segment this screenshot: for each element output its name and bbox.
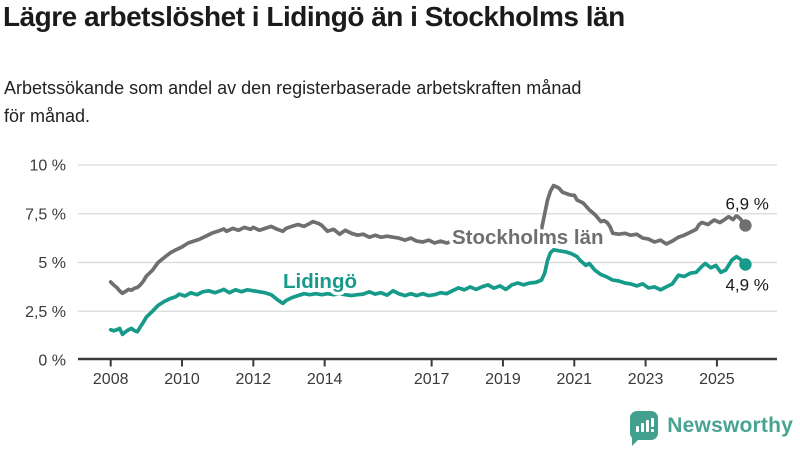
x-tick-label: 2010 xyxy=(164,371,200,388)
series-line-lidingo xyxy=(108,247,748,337)
y-tick-label: 7,5 % xyxy=(25,206,66,223)
x-tick-label: 2017 xyxy=(414,371,450,388)
subtitle-line-2: för månad. xyxy=(4,106,91,126)
end-dot-lidingo xyxy=(739,258,752,271)
x-tick-label: 2012 xyxy=(236,371,272,388)
y-tick-label: 10 % xyxy=(30,158,66,175)
x-axis: 2008 2010 2012 2014 2017 2019 2021 2023 2025 xyxy=(78,357,777,388)
x-tick-label: 2023 xyxy=(628,371,664,388)
y-tick-label: 0 % xyxy=(38,353,66,370)
series-label-lidingo: Lidingö xyxy=(283,270,357,293)
y-tick-label: 5 % xyxy=(38,255,66,272)
newsworthy-logo: Newsworthy xyxy=(630,411,793,446)
end-value-label-lidingo: 4,9 % xyxy=(725,275,768,294)
series-label-stockholms-lan: Stockholms län xyxy=(452,226,604,249)
x-tick-label: 2019 xyxy=(485,371,521,388)
logo-text: Newsworthy xyxy=(667,413,793,437)
end-dot-stockholms-lan xyxy=(739,219,752,232)
chart-subtitle: Arbetssökande som andel av den registerb… xyxy=(4,74,784,130)
y-tick-label: 2,5 % xyxy=(25,304,66,321)
x-tick-label: 2008 xyxy=(93,371,129,388)
bar-chart-speech-bubble-icon xyxy=(630,411,659,446)
series-line-stockholms-lan xyxy=(108,183,748,296)
subtitle-line-1: Arbetssökande som andel av den registerb… xyxy=(4,78,582,98)
x-tick-label: 2021 xyxy=(556,371,592,388)
page-title: Lägre arbetslöshet i Lidingö än i Stockh… xyxy=(3,1,625,32)
x-tick-label: 2025 xyxy=(699,371,735,388)
end-value-label-stockholms-lan: 6,9 % xyxy=(725,194,768,213)
y-axis-tick-labels: 10 % 7,5 % 5 % 2,5 % 0 % xyxy=(25,158,66,370)
x-tick-label: 2014 xyxy=(307,371,343,388)
gridlines xyxy=(78,164,777,312)
